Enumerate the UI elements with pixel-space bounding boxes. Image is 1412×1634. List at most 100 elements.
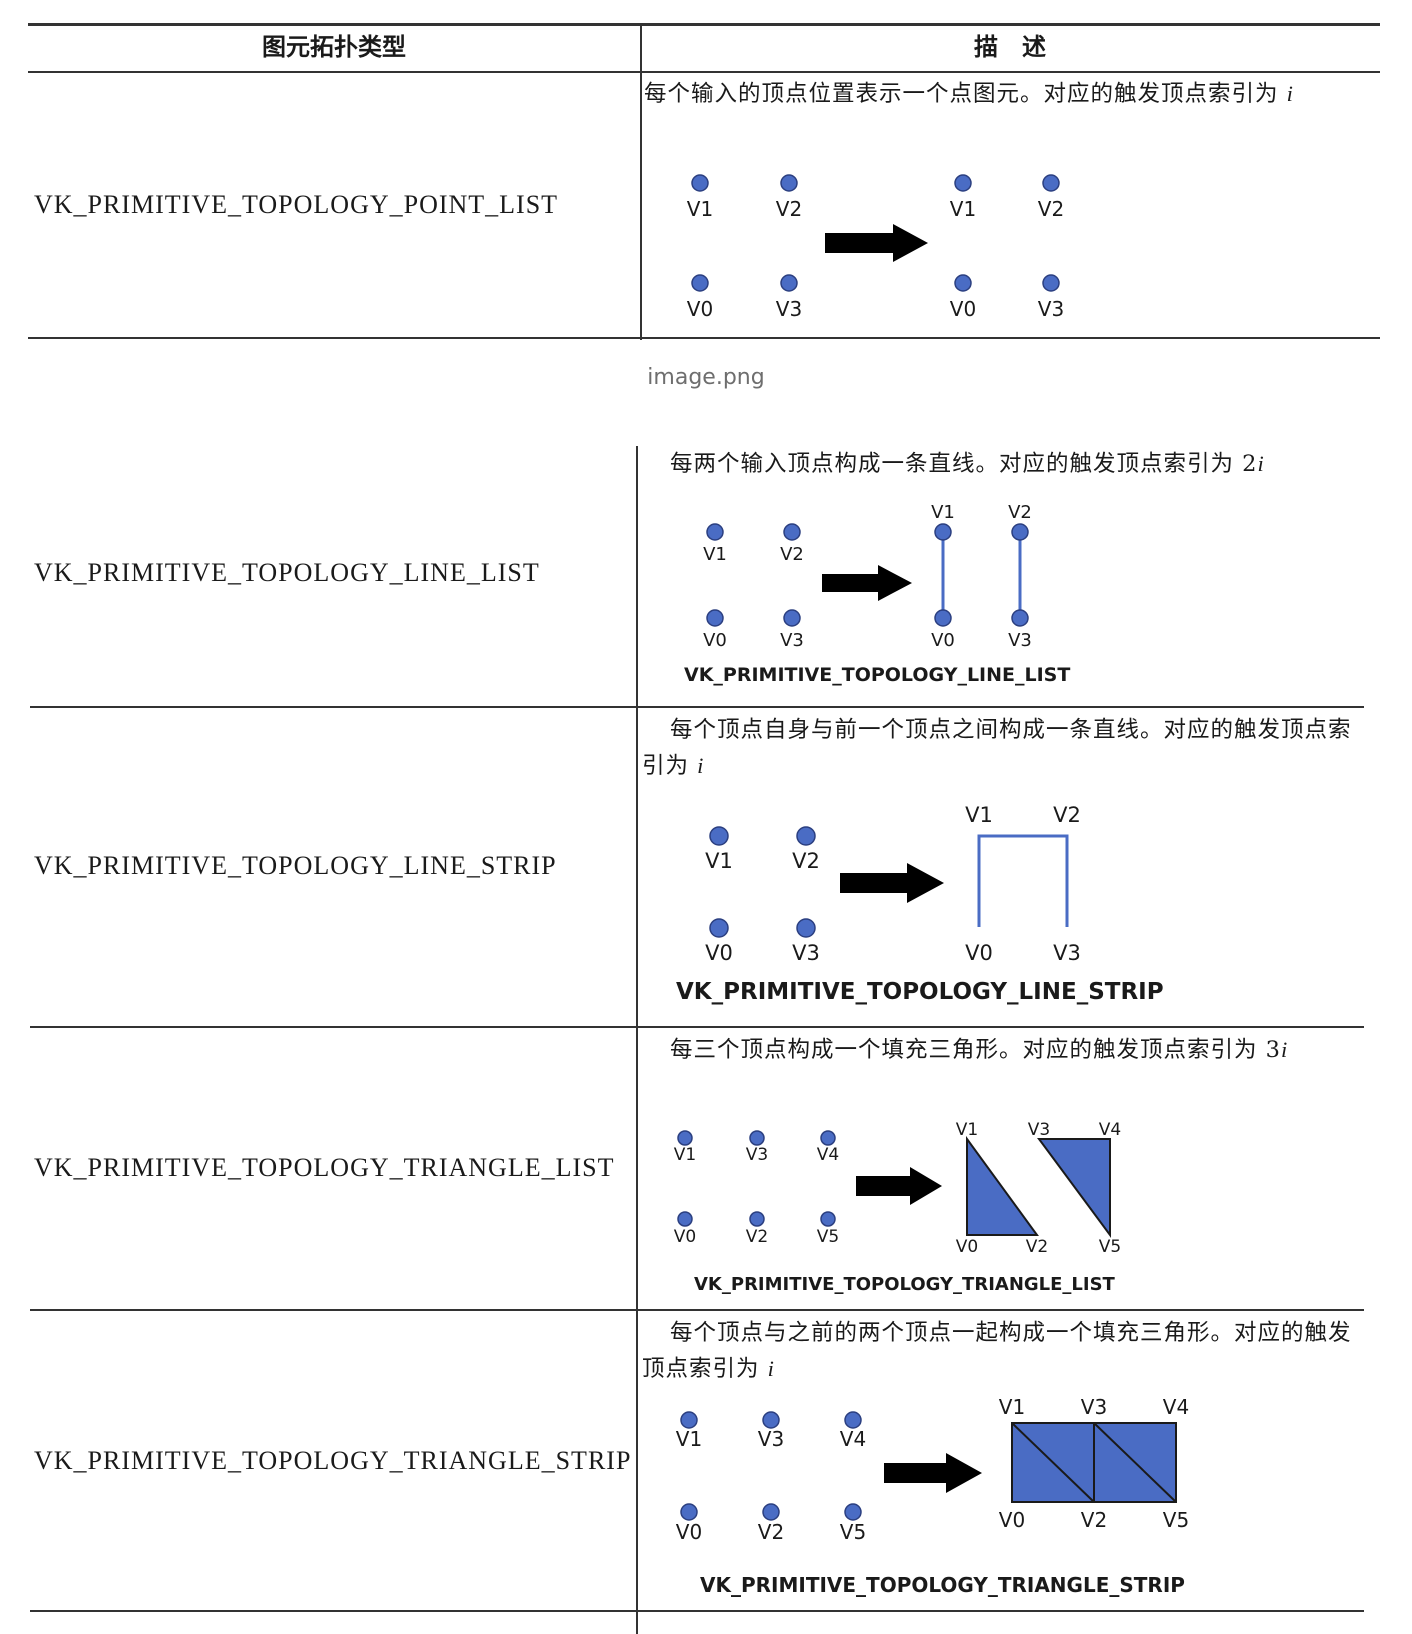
vertex-label: V1 — [956, 1120, 978, 1140]
row-rule-4 — [30, 1610, 1364, 1612]
vertex-dot — [680, 1411, 698, 1429]
diagram-caption: VK_PRIMITIVE_TOPOLOGY_LINE_LIST — [684, 664, 1070, 686]
vertex-label: V2 — [1081, 1508, 1107, 1532]
vertex-dot — [820, 1211, 836, 1227]
vertex-dot — [954, 174, 972, 192]
row-type-line-strip: VK_PRIMITIVE_TOPOLOGY_LINE_STRIP — [34, 851, 557, 880]
vertex-dot — [706, 523, 724, 541]
vertex-dot — [1042, 174, 1060, 192]
header-description: 描 述 — [974, 33, 1046, 61]
desc-var: i — [697, 753, 705, 778]
vertex-dot — [677, 1130, 693, 1146]
arrow-icon — [884, 1453, 982, 1493]
vertex-dot — [844, 1411, 862, 1429]
vertex-dot — [780, 174, 798, 192]
vertex-label: V0 — [676, 1520, 702, 1544]
vertex-label: V5 — [840, 1520, 866, 1544]
vertex-label: V2 — [758, 1520, 784, 1544]
input-vertices: V1 V2 V0 V3 — [703, 523, 804, 651]
arrow-icon — [822, 565, 912, 601]
vertex-label: V3 — [776, 297, 802, 321]
vertex-label: V1 — [674, 1145, 696, 1165]
vertex-dot — [783, 609, 801, 627]
row-type-triangle-strip: VK_PRIMITIVE_TOPOLOGY_TRIANGLE_STRIP — [34, 1446, 632, 1475]
vertex-dot — [706, 609, 724, 627]
vertex-dot — [1011, 523, 1029, 541]
triangle-edge — [1093, 1422, 1177, 1503]
vertex-dot — [677, 1211, 693, 1227]
vertex-label: V1 — [950, 197, 976, 221]
vertex-label: V3 — [758, 1427, 784, 1451]
vertex-label: V3 — [1028, 1120, 1050, 1140]
vertex-label: V0 — [950, 297, 976, 321]
vertex-label: V3 — [1038, 297, 1064, 321]
row-desc-triangle-strip: 每个顶点与之前的两个顶点一起构成一个填充三角形。对应的触发顶点索引为 i — [642, 1315, 1367, 1387]
vertex-label: V4 — [840, 1427, 866, 1451]
desc-text: 每个顶点与之前的两个顶点一起构成一个填充三角形。对应的触发顶点索引为 — [642, 1320, 1352, 1382]
vertex-label: V3 — [780, 630, 804, 651]
row-rule-1 — [30, 706, 1364, 708]
vertex-label: V1 — [687, 197, 713, 221]
vertex-dot — [709, 918, 729, 938]
input-vertices: V1 V2 V0 V3 — [705, 826, 820, 965]
vertex-dot — [709, 826, 729, 846]
desc-var: i — [1280, 1037, 1289, 1062]
diagram-caption: VK_PRIMITIVE_TOPOLOGY_TRIANGLE_STRIP — [700, 1573, 1185, 1597]
vertex-label: V2 — [776, 197, 802, 221]
vertex-label: V4 — [1163, 1395, 1189, 1419]
vertex-label: V0 — [956, 1237, 978, 1257]
desc-text: 每个顶点自身与前一个顶点之间构成一条直线。对应的触发顶点索引为 — [642, 717, 1352, 779]
vertex-label: V2 — [746, 1227, 768, 1247]
vertex-label: V0 — [965, 941, 993, 965]
triangle-shape — [1037, 1138, 1111, 1239]
input-vertices: V1 V3 V4 V0 V2 V5 — [674, 1130, 839, 1247]
vertex-dot — [691, 274, 709, 292]
table2-column-divider — [636, 446, 638, 1634]
diagram-caption: VK_PRIMITIVE_TOPOLOGY_LINE_STRIP — [676, 979, 1164, 1005]
vertex-dot — [762, 1503, 780, 1521]
vertex-dot — [780, 274, 798, 292]
table-top-rule — [28, 23, 1380, 26]
vertex-label: V2 — [792, 849, 820, 873]
vertex-label: V3 — [792, 941, 820, 965]
row-type-triangle-list: VK_PRIMITIVE_TOPOLOGY_TRIANGLE_LIST — [34, 1153, 615, 1182]
vertex-label: V3 — [1081, 1395, 1107, 1419]
output-lines: V1 V2 V0 V3 — [931, 502, 1032, 651]
vertex-label: V5 — [1163, 1508, 1189, 1532]
vertex-label: V3 — [746, 1145, 768, 1165]
vertex-dot — [680, 1503, 698, 1521]
vertex-dot — [783, 523, 801, 541]
vertex-dot — [749, 1130, 765, 1146]
row-desc-triangle-list: 每三个顶点构成一个填充三角形。对应的触发顶点索引为 3i — [642, 1032, 1367, 1068]
triangle-edge — [1011, 1422, 1095, 1503]
image-filename-caption: image.png — [647, 365, 765, 390]
vertex-label: V1 — [703, 544, 727, 565]
row-type-point-list: VK_PRIMITIVE_TOPOLOGY_POINT_LIST — [34, 190, 559, 219]
vertex-label: V1 — [999, 1395, 1025, 1419]
row-desc-line-strip: 每个顶点自身与前一个顶点之间构成一条直线。对应的触发顶点索引为 i — [642, 712, 1362, 784]
input-vertices: V1 V2 V0 V3 — [687, 174, 802, 321]
row-desc-line-list: 每两个输入顶点构成一条直线。对应的触发顶点索引为 2i — [670, 446, 1350, 482]
vertex-dot — [934, 609, 952, 627]
vertex-dot — [796, 918, 816, 938]
vertex-dot — [796, 826, 816, 846]
vertex-dot — [1011, 609, 1029, 627]
row-rule-2 — [30, 1026, 1364, 1028]
vertex-label: V1 — [965, 803, 993, 827]
vertex-label: V2 — [1008, 502, 1032, 523]
vertex-dot — [934, 523, 952, 541]
vertex-dot — [762, 1411, 780, 1429]
diagram-point-list: V1 V2 V0 V3 V1 V2 V0 V3 — [687, 174, 1064, 321]
triangle-shape — [966, 1135, 1039, 1236]
desc-var: i — [767, 1356, 775, 1381]
vertex-label: V2 — [1038, 197, 1064, 221]
desc-var: i — [1257, 451, 1265, 476]
vertex-label: V4 — [1099, 1120, 1121, 1140]
input-vertices: V1 V3 V4 V0 V2 V5 — [676, 1411, 866, 1544]
vertex-dot — [954, 274, 972, 292]
vertex-label: V3 — [1008, 630, 1032, 651]
vertex-label: V3 — [1053, 941, 1081, 965]
